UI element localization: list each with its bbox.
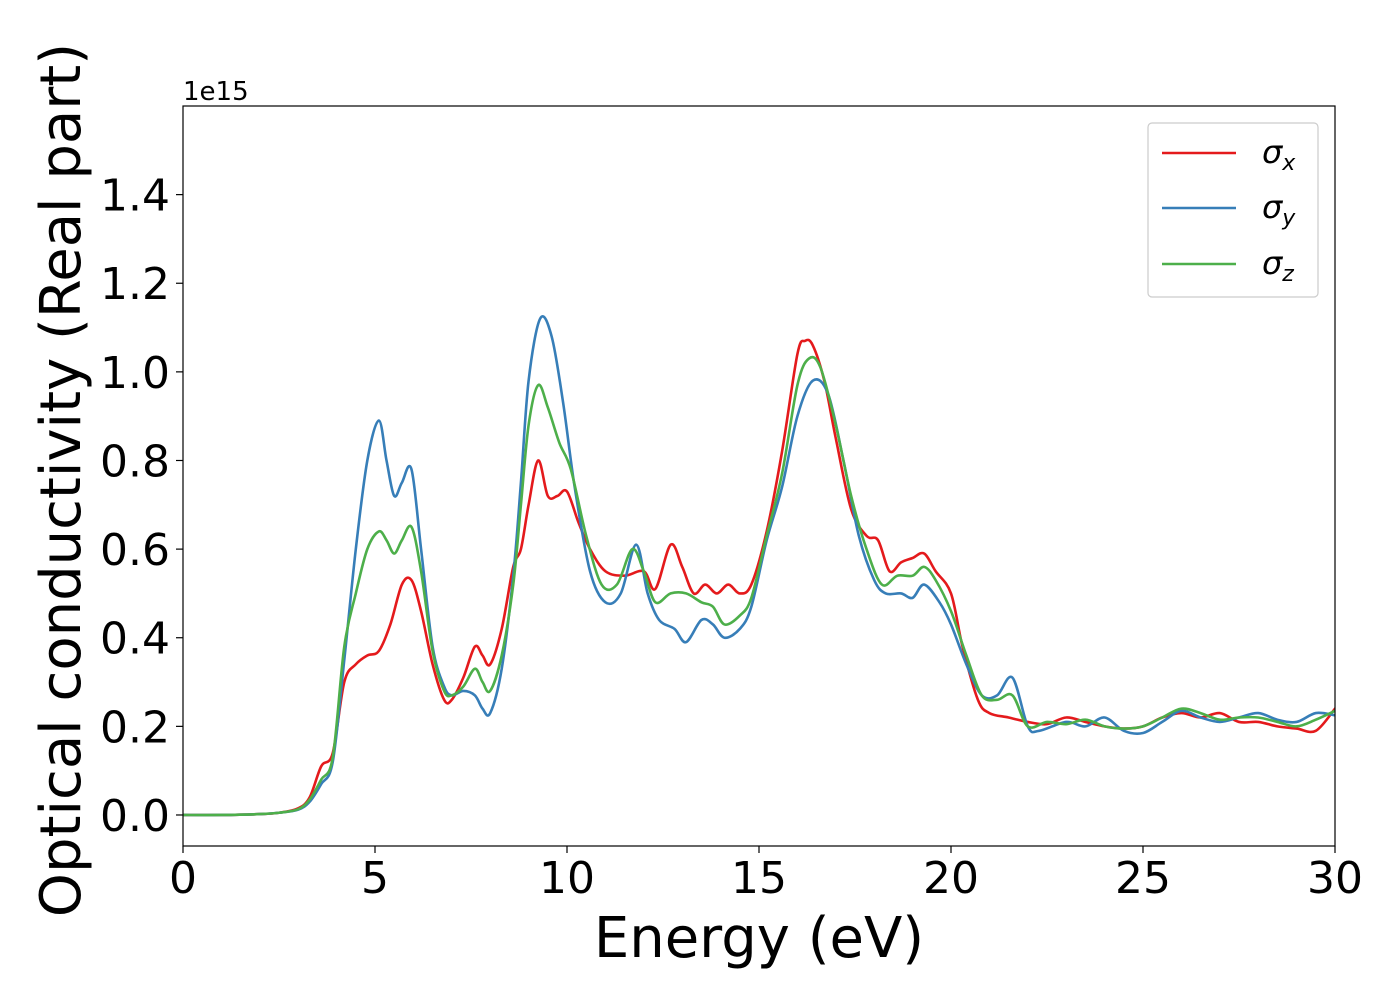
- x-tick-label: 10: [539, 853, 595, 904]
- offset-label: 1e15: [183, 77, 249, 107]
- y-tick-label: 1.0: [100, 348, 170, 399]
- x-tick-label: 5: [361, 853, 389, 904]
- legend-label-z: σz: [1262, 244, 1294, 287]
- y-tick-label: 1.4: [100, 171, 170, 222]
- y-tick-label: 0.0: [100, 791, 170, 842]
- y-tick-label: 0.2: [100, 702, 170, 753]
- y-axis-label: Optical conductivity (Real part): [29, 43, 94, 917]
- x-axis-ticks: 0 5 10 15 20 25 30: [169, 846, 1363, 904]
- x-tick-label: 30: [1307, 853, 1363, 904]
- x-tick-label: 20: [923, 853, 979, 904]
- plot-area: [183, 106, 1335, 846]
- series-line-x: [183, 338, 1335, 817]
- x-tick-label: 25: [1115, 853, 1171, 904]
- x-tick-label: 15: [731, 853, 787, 904]
- y-tick-label: 0.8: [100, 436, 170, 487]
- y-axis-ticks: 0.0 0.2 0.4 0.6 0.8 1.0 1.2 1.4: [100, 171, 183, 842]
- y-tick-label: 0.6: [100, 525, 170, 576]
- series-layer: [183, 315, 1335, 817]
- y-tick-label: 1.2: [100, 259, 170, 310]
- y-tick-label: 0.4: [100, 614, 170, 665]
- x-tick-label: 0: [169, 853, 197, 904]
- legend-label-y: σy: [1262, 188, 1296, 231]
- legend-label-x: σx: [1262, 133, 1296, 176]
- legend: σx σy σz: [1147, 122, 1319, 298]
- legend-frame: [1147, 122, 1319, 298]
- series-line-z: [183, 355, 1335, 817]
- x-axis-label: Energy (eV): [594, 906, 924, 971]
